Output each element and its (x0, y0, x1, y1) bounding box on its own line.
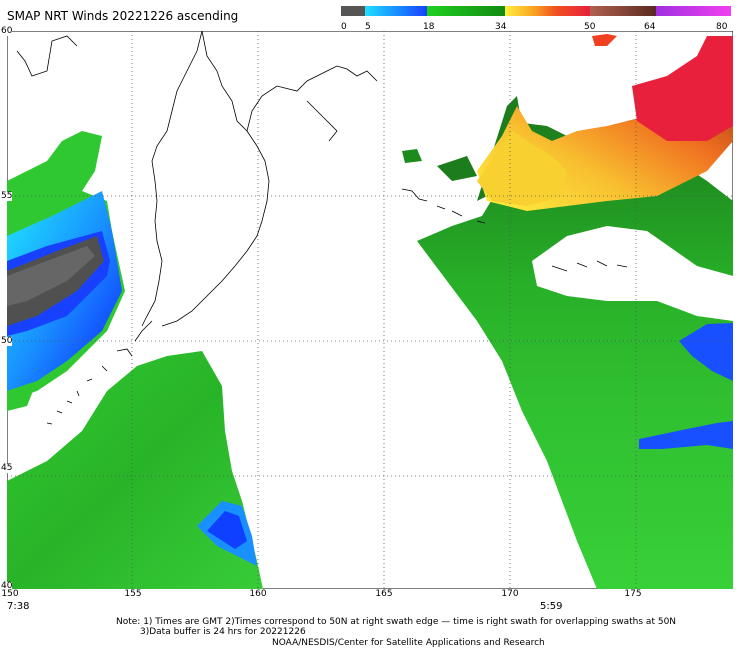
note-line-3: NOAA/NESDIS/Center for Satellite Applica… (272, 638, 545, 648)
wind-speed-colorbar: 0 5 18 34 50 64 80 (341, 6, 731, 32)
ytick-45: 45 (1, 463, 13, 473)
ytick-60: 60 (1, 26, 13, 36)
xtick-150: 150 (1, 589, 19, 599)
colorbar-tick-50: 50 (584, 22, 596, 32)
ytick-50: 50 (1, 336, 13, 346)
map-title: SMAP NRT Winds 20221226 ascending (7, 9, 239, 23)
swath-time-left: 7:38 (7, 601, 30, 612)
ytick-55: 55 (1, 191, 13, 201)
southwest-swath (7, 351, 263, 589)
note-line-1: Note: 1) Times are GMT 2)Times correspon… (116, 617, 677, 627)
east-swath (402, 96, 733, 589)
xtick-165: 165 (375, 589, 393, 599)
colorbar-tick-0: 0 (341, 22, 347, 32)
coastline (16, 31, 628, 425)
colorbar-tick-80: 80 (716, 22, 728, 32)
colorbar-tick-34: 34 (495, 22, 507, 32)
xtick-175: 175 (624, 589, 642, 599)
note-line-2: 3)Data buffer is 24 hrs for 20221226 (140, 627, 306, 637)
xtick-160: 160 (249, 589, 267, 599)
xtick-170: 170 (501, 589, 519, 599)
west-swath (7, 131, 125, 411)
colorbar-tick-5: 5 (365, 22, 371, 32)
lat-lon-grid (7, 31, 733, 589)
wind-map (7, 31, 733, 589)
storm-core (477, 34, 733, 211)
xtick-155: 155 (124, 589, 142, 599)
colorbar-tick-64: 64 (644, 22, 656, 32)
swath-time-right: 5:59 (540, 601, 563, 612)
colorbar-tick-18: 18 (423, 22, 435, 32)
ytick-40: 40 (1, 581, 13, 591)
